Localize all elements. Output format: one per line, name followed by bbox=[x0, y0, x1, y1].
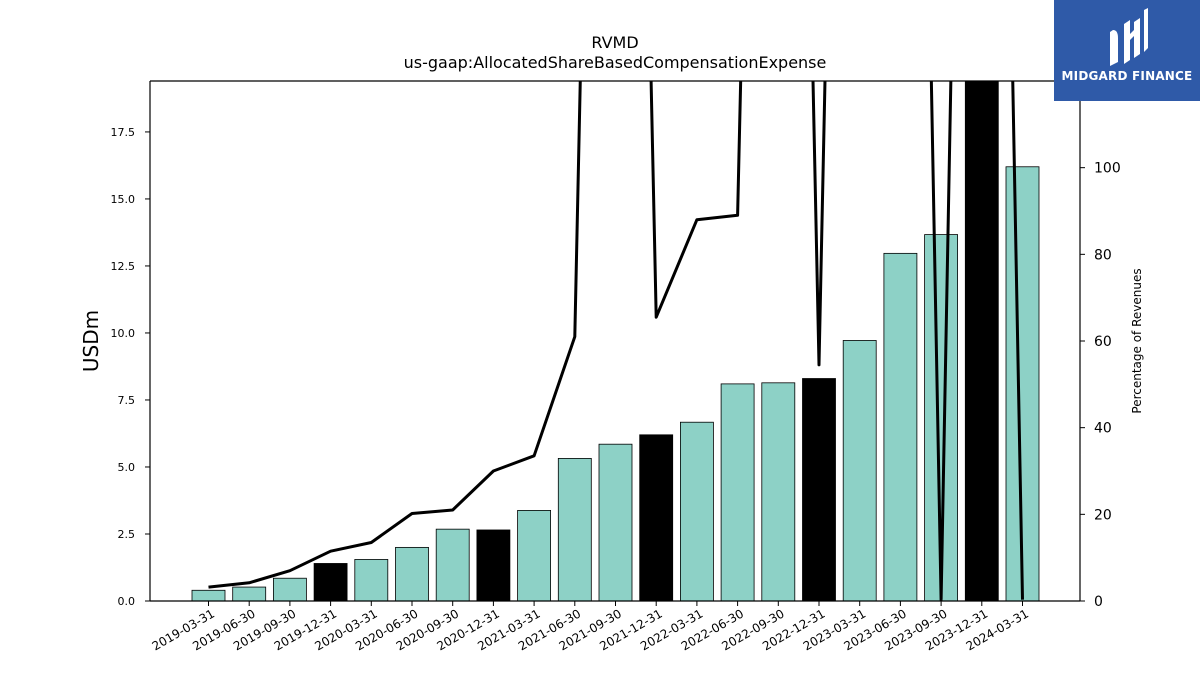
y2-tick-label: 100 bbox=[1094, 161, 1121, 177]
y-tick-label: 15.0 bbox=[111, 193, 136, 206]
y-tick-label: 2.5 bbox=[118, 528, 136, 541]
y-tick-label: 5.0 bbox=[118, 461, 136, 474]
logo-mark-icon bbox=[1110, 8, 1148, 66]
y-tick-label: 10.0 bbox=[111, 327, 136, 340]
bar-2021-12-31 bbox=[639, 434, 674, 601]
bar-2020-03-31 bbox=[354, 559, 389, 601]
y2-tick-label: 40 bbox=[1094, 421, 1112, 437]
bar-2020-09-30 bbox=[435, 528, 470, 601]
y2-axis-label: Percentage of Revenues bbox=[1130, 268, 1144, 413]
brand-logo: MIDGARD FINANCE bbox=[1054, 0, 1200, 101]
bar-2022-12-31 bbox=[802, 378, 836, 601]
y-tick-label: 0.0 bbox=[118, 595, 136, 608]
y2-tick-label: 0 bbox=[1094, 594, 1103, 610]
bar-2019-09-30 bbox=[272, 577, 307, 601]
logo-text: MIDGARD FINANCE bbox=[1061, 69, 1193, 83]
y-tick-label: 17.5 bbox=[111, 126, 136, 139]
bar-2023-12-31 bbox=[964, 81, 999, 601]
y2-tick-label: 20 bbox=[1094, 507, 1112, 523]
bars-group bbox=[191, 81, 1040, 601]
bar-2021-03-31 bbox=[517, 510, 551, 601]
bar-2023-03-31 bbox=[842, 340, 877, 601]
y2-tick-label: 60 bbox=[1094, 334, 1112, 350]
bar-2021-06-30 bbox=[557, 458, 592, 601]
line-group bbox=[208, 81, 1024, 601]
bar-2019-12-31 bbox=[313, 563, 348, 601]
chart-subtitle: us-gaap:AllocatedShareBasedCompensationE… bbox=[404, 53, 827, 72]
bar-2019-03-31 bbox=[191, 589, 226, 601]
bar-2020-12-31 bbox=[476, 529, 511, 601]
bar-2021-09-30 bbox=[598, 443, 633, 601]
y-tick-label: 12.5 bbox=[111, 260, 136, 273]
revenue-percentage-line bbox=[208, 81, 1024, 601]
bar-2023-06-30 bbox=[883, 252, 918, 601]
y2-tick-label: 80 bbox=[1094, 247, 1112, 263]
y-axis-label: USDm bbox=[79, 310, 103, 372]
bar-2019-06-30 bbox=[232, 586, 267, 601]
bar-2020-06-30 bbox=[395, 546, 429, 601]
chart-title: RVMD bbox=[591, 33, 638, 52]
bar-2022-06-30 bbox=[720, 383, 755, 601]
y-tick-label: 7.5 bbox=[118, 394, 136, 407]
bar-2022-09-30 bbox=[761, 382, 796, 601]
bar-2022-03-31 bbox=[680, 421, 714, 601]
